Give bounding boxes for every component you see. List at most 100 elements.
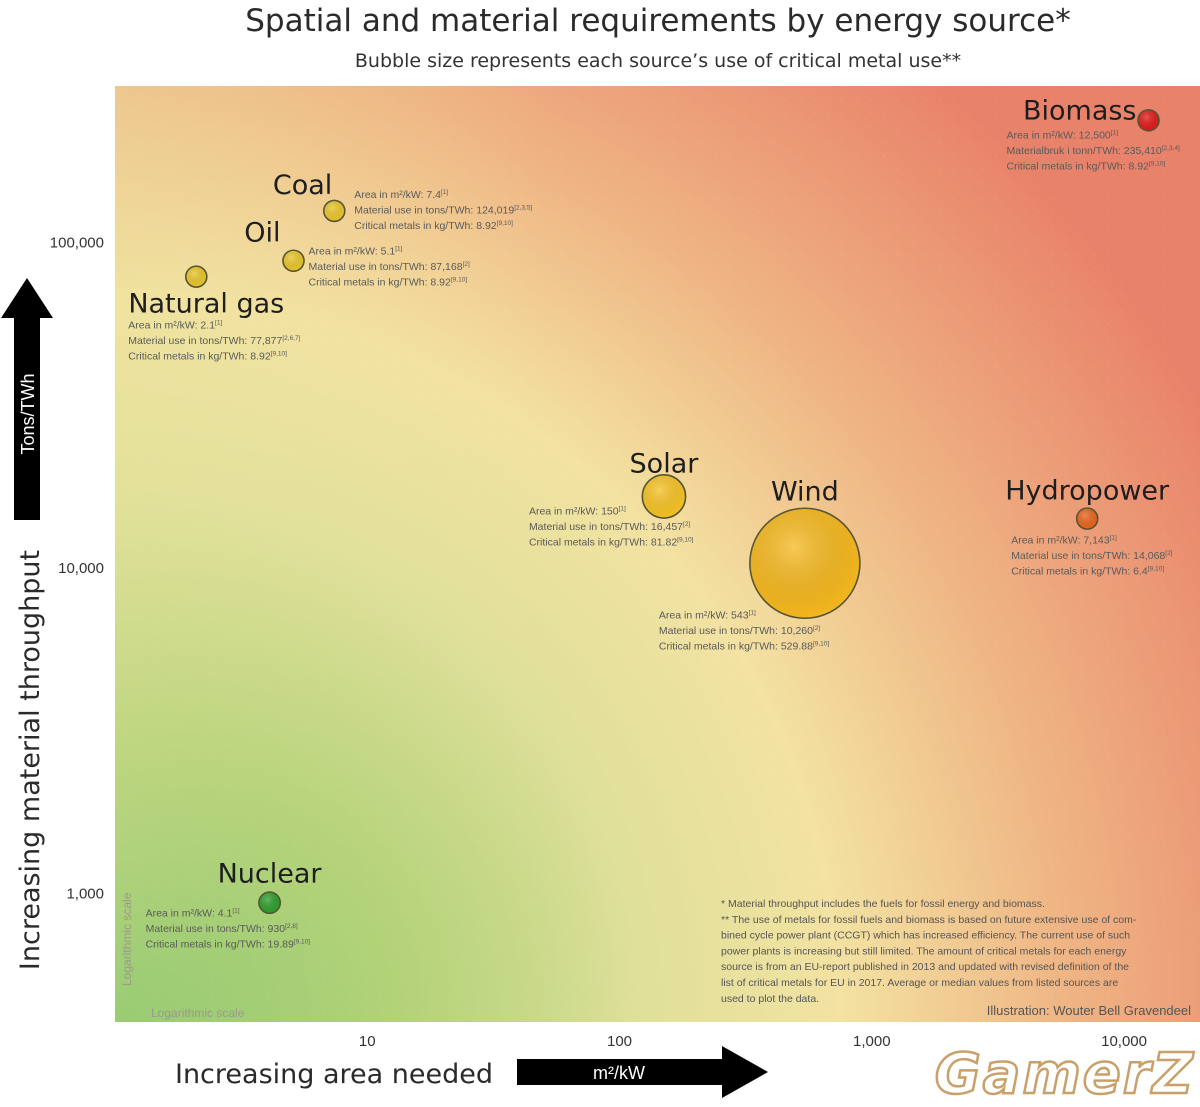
bubble-label-coal: Coal bbox=[273, 170, 332, 201]
bubble-info-solar: Critical metals in kg/TWh: 81.82[9,10] bbox=[529, 536, 694, 548]
bubble-info-oil: Material use in tons/TWh: 87,168[2] bbox=[308, 261, 469, 273]
bubble-info-oil: Critical metals in kg/TWh: 8.92[9,10] bbox=[308, 277, 467, 289]
x-axis-ticks: 10 100 1,000 10,000 bbox=[359, 1033, 1147, 1050]
info-text: Critical metals in kg/TWh: 19.89 bbox=[146, 939, 294, 951]
info-ref: [1] bbox=[749, 609, 756, 616]
bubble-info-coal: Material use in tons/TWh: 124,019[2,3,5] bbox=[354, 204, 532, 216]
bubble-info-nuclear: Area in m²/kW: 4.1[1] bbox=[146, 908, 240, 920]
bubble-info-wind: Material use in tons/TWh: 10,260[2] bbox=[659, 625, 820, 637]
info-ref: [9,10] bbox=[271, 351, 287, 358]
x-axis-arrow bbox=[517, 1046, 768, 1098]
info-ref: [9,10] bbox=[1148, 566, 1164, 573]
info-ref: [2,3,4] bbox=[1162, 145, 1180, 152]
info-ref: [9,10] bbox=[677, 536, 693, 543]
bubble-info-natural-gas: Material use in tons/TWh: 77,877[2,6,7] bbox=[128, 335, 300, 347]
info-text: Materialbruk i tonn/TWh: 235,410 bbox=[1007, 145, 1162, 157]
info-ref: [9,10] bbox=[813, 640, 829, 647]
info-ref: [1] bbox=[441, 189, 448, 196]
info-ref: [9,10] bbox=[497, 220, 513, 227]
info-text: Area in m²/kW: 7,143 bbox=[1011, 535, 1110, 547]
info-ref: [2,3,5] bbox=[514, 204, 532, 211]
footnote-line: ** The use of metals for fossil fuels an… bbox=[721, 914, 1137, 926]
x-tick-label: 10 bbox=[359, 1033, 376, 1050]
footnote-line: power plants is increasing but still lim… bbox=[721, 945, 1127, 957]
info-ref: [2,8] bbox=[285, 923, 298, 930]
bubble-label-wind: Wind bbox=[771, 476, 839, 507]
bubble-label-biomass: Biomass bbox=[1023, 95, 1137, 126]
footnote-line: source is from an EU-report published in… bbox=[721, 961, 1129, 973]
info-text: Critical metals in kg/TWh: 8.92 bbox=[1007, 160, 1150, 172]
plot-area bbox=[115, 86, 1200, 1022]
bubble-info-biomass: Area in m²/kW: 12,500[1] bbox=[1007, 129, 1119, 141]
bubble-label-nuclear: Nuclear bbox=[218, 859, 323, 890]
info-text: Critical metals in kg/TWh: 6.4 bbox=[1011, 566, 1148, 578]
y-tick-label: 10,000 bbox=[58, 560, 104, 577]
info-text: Area in m²/kW: 7.4 bbox=[354, 189, 441, 201]
info-ref: [1] bbox=[232, 908, 239, 915]
info-ref: [1] bbox=[1110, 535, 1117, 542]
bubble-solar bbox=[641, 474, 687, 519]
info-ref: [2] bbox=[683, 521, 690, 528]
footnote-line: used to plot the data. bbox=[721, 993, 819, 1005]
bubble-label-hydropower: Hydropower bbox=[1005, 476, 1170, 507]
bubble-info-coal: Area in m²/kW: 7.4[1] bbox=[354, 189, 448, 201]
x-axis-unit: m²/kW bbox=[593, 1063, 645, 1083]
bubble-info-nuclear: Material use in tons/TWh: 930[2,8] bbox=[146, 923, 298, 935]
watermark-logo: GamerZ bbox=[935, 1042, 1195, 1107]
bubble-biomass bbox=[1137, 108, 1160, 132]
x-axis-title: Increasing area needed bbox=[175, 1059, 493, 1090]
bubble-labels: Biomass Area in m²/kW: 12,500[1] Materialb… bbox=[128, 95, 1180, 950]
bubble-info-nuclear: Critical metals in kg/TWh: 19.89[9,10] bbox=[146, 939, 311, 951]
info-ref: [9,10] bbox=[1149, 160, 1165, 167]
info-text: Area in m²/kW: 2.1 bbox=[128, 320, 215, 332]
info-text: Critical metals in kg/TWh: 8.92 bbox=[354, 220, 497, 232]
info-text: Material use in tons/TWh: 87,168 bbox=[308, 261, 462, 273]
bubble-info-hydropower: Material use in tons/TWh: 14,068[2] bbox=[1011, 550, 1172, 562]
info-ref: [1] bbox=[619, 505, 626, 512]
bubble-info-solar: Area in m²/kW: 150[1] bbox=[529, 505, 626, 517]
bubble-label-oil: Oil bbox=[244, 218, 280, 249]
bubble-info-wind: Area in m²/kW: 543[1] bbox=[659, 609, 756, 621]
y-axis-title: Increasing material throughput bbox=[15, 550, 46, 970]
bubble-coal bbox=[322, 199, 346, 223]
bubble-wind bbox=[749, 507, 861, 620]
x-tick-label: 100 bbox=[607, 1033, 632, 1050]
info-ref: [9,10] bbox=[294, 939, 310, 946]
info-ref: [1] bbox=[215, 320, 222, 327]
y-axis-ticks: 1,000 10,000 100,000 bbox=[50, 234, 104, 902]
footnotes: * Material throughput includes the fuels… bbox=[721, 898, 1137, 1005]
info-text: Critical metals in kg/TWh: 8.92 bbox=[308, 277, 451, 289]
bubble-info-natural-gas: Critical metals in kg/TWh: 8.92[9,10] bbox=[128, 351, 287, 363]
info-text: Area in m²/kW: 4.1 bbox=[146, 908, 233, 920]
info-text: Critical metals in kg/TWh: 529.88 bbox=[659, 640, 813, 652]
x-tick-label: 10,000 bbox=[1101, 1033, 1147, 1050]
info-ref: [2] bbox=[463, 261, 470, 268]
info-text: Material use in tons/TWh: 16,457 bbox=[529, 521, 683, 533]
info-text: Material use in tons/TWh: 930 bbox=[146, 923, 286, 935]
info-text: Critical metals in kg/TWh: 8.92 bbox=[128, 351, 271, 363]
info-text: Material use in tons/TWh: 77,877 bbox=[128, 335, 282, 347]
y-tick-label: 100,000 bbox=[50, 234, 104, 251]
chart-subtitle: Bubble size represents each source’s use… bbox=[355, 50, 961, 72]
y-axis-unit: Tons/TWh bbox=[18, 373, 38, 454]
info-text: Material use in tons/TWh: 10,260 bbox=[659, 625, 813, 637]
bubble-info-hydropower: Critical metals in kg/TWh: 6.4[9,10] bbox=[1011, 566, 1164, 578]
info-text: Critical metals in kg/TWh: 81.82 bbox=[529, 536, 677, 548]
bubble-label-solar: Solar bbox=[630, 448, 700, 479]
bubble-hydropower bbox=[1075, 507, 1099, 530]
bubble-info-oil: Area in m²/kW: 5.1[1] bbox=[308, 246, 402, 258]
info-ref: [2] bbox=[813, 625, 820, 632]
info-ref: [9,10] bbox=[451, 277, 467, 284]
bubble-info-biomass: Materialbruk i tonn/TWh: 235,410[2,3,4] bbox=[1007, 145, 1181, 157]
footnote-line: * Material throughput includes the fuels… bbox=[721, 898, 1045, 910]
bubble-info-solar: Material use in tons/TWh: 16,457[2] bbox=[529, 521, 690, 533]
info-ref: [1] bbox=[395, 246, 402, 253]
bubble-nuclear bbox=[258, 891, 282, 915]
footnote-line: list of critical metals for EU in 2017. … bbox=[721, 977, 1118, 989]
chart-title: Spatial and material requirements by ene… bbox=[245, 3, 1070, 39]
info-text: Area in m²/kW: 5.1 bbox=[308, 246, 395, 258]
x-log-scale-note: Logarithmic scale bbox=[151, 1006, 245, 1020]
bubble-label-natural-gas: Natural gas bbox=[128, 289, 284, 320]
x-tick-label: 1,000 bbox=[853, 1033, 891, 1050]
